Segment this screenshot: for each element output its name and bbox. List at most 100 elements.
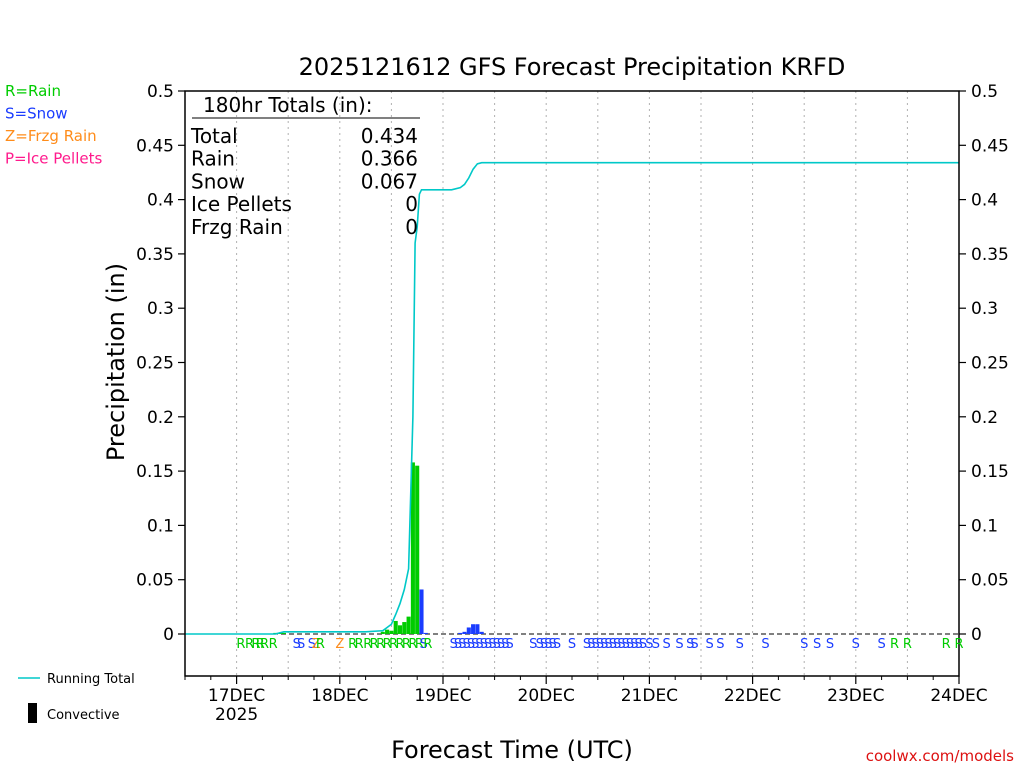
ptype-marker-snow: S [536, 637, 544, 652]
ptype-marker-snow: S [553, 637, 561, 652]
ptype-marker-snow: S [716, 637, 724, 652]
y-tick-label-left: 0.3 [147, 299, 174, 319]
x-tick-sublabel: 2025 [215, 705, 258, 725]
ptype-marker-snow: S [596, 637, 604, 652]
plot-frame [184, 90, 960, 677]
ptype-marker-rain: R [355, 637, 364, 652]
ptype-marker-rain: R [376, 637, 385, 652]
y-tick-label-left: 0.4 [147, 191, 174, 211]
ptype-marker-snow: S [826, 637, 834, 652]
ptype-marker-snow: S [639, 637, 647, 652]
ptype-marker-snow: S [475, 637, 483, 652]
ptype-marker-snow: S [645, 637, 653, 652]
totals-row-value: 0.366 [361, 147, 418, 171]
ptype-marker-rain: R [389, 637, 398, 652]
credit-text: coolwx.com/models [866, 747, 1014, 765]
precip-bar-snow [471, 624, 476, 634]
ptype-marker-snow: S [463, 637, 471, 652]
ptype-marker-snow: S [609, 637, 617, 652]
ptype-marker-snow: S [626, 637, 634, 652]
x-axis-label: Forecast Time (UTC) [391, 736, 633, 764]
ptype-marker-snow: S [635, 637, 643, 652]
totals-rows: Total 0.434 Rain 0.366 Snow 0.067 Ice Pellets 0… [190, 124, 418, 239]
running-total-legend-label: Running Total [47, 672, 135, 687]
ptype-marker-snow: S [800, 637, 808, 652]
grid-lines [184, 91, 959, 676]
running-total-layer [185, 161, 959, 635]
ptype-marker-rain: R [370, 637, 379, 652]
y-tick-label-left: 0.45 [136, 136, 174, 156]
ptype-marker-snow: S [484, 637, 492, 652]
x-tick-label: 24DEC [930, 686, 987, 706]
ptype-marker-rain: R [395, 637, 404, 652]
totals-row-label: Rain [191, 147, 235, 171]
x-tick-label: 19DEC [414, 686, 471, 706]
ptype-marker-snow: S [480, 637, 488, 652]
precip-bar-rain [402, 622, 407, 634]
y-tick-label-right: 0 [971, 625, 982, 645]
precip-bar-rain [397, 625, 403, 634]
ptype-marker-snow: S [420, 637, 428, 652]
y-tick-label-right: 0.2 [971, 408, 998, 428]
precip-bar-snow [462, 631, 467, 634]
ptype-marker-snow: S [458, 637, 466, 652]
x-tick-label: 18DEC [311, 686, 368, 706]
ptype-marker-rain: R [269, 637, 278, 652]
ptype-marker-rain: R [415, 637, 424, 652]
totals-row-label: Frzg Rain [191, 215, 283, 239]
ptype-marker-snow: S [630, 637, 638, 652]
ptype-marker-snow: S [852, 637, 860, 652]
ptype-marker-snow: S [613, 637, 621, 652]
ptype-marker-snow: S [568, 637, 576, 652]
ptype-legend-item: P=Ice Pellets [5, 150, 102, 168]
ptype-legend-item: Z=Frzg Rain [5, 127, 97, 145]
y-tick-label-right: 0.15 [971, 462, 1009, 482]
ptype-marker-snow: S [506, 637, 514, 652]
ptype-marker-snow: S [652, 637, 660, 652]
ptype-marker-rain: R [251, 637, 260, 652]
ptype-marker-snow: S [686, 637, 694, 652]
ptype-marker-snow: S [675, 637, 683, 652]
precip-bar-rain [281, 632, 286, 634]
ptype-marker-rain: R [236, 637, 245, 652]
totals-box: 180hr Totals (in): Total 0.434 Rain 0.366 Sn… [190, 93, 420, 239]
ptype-marker-snow: S [488, 637, 496, 652]
ptype-marker-snow: S [549, 637, 557, 652]
y-tick-label-right: 0.1 [971, 516, 998, 536]
x-tick-label: 22DEC [724, 686, 781, 706]
ptype-marker-snow: S [736, 637, 744, 652]
precip-bar-snow [458, 632, 463, 634]
ptype-marker-snow: S [540, 637, 548, 652]
precip-bar-rain [415, 465, 420, 634]
ptype-legend: R=Rain S=Snow Z=Frzg Rain P=Ice Pellets [5, 82, 102, 168]
precip-bar-snow [419, 589, 424, 634]
ptype-marker-rain: R [954, 637, 963, 652]
ptype-marker-snow: S [544, 637, 552, 652]
ptype-marker-snow: S [705, 637, 713, 652]
totals-row-value: 0 [405, 215, 418, 239]
ptype-marker-snow: S [467, 637, 475, 652]
totals-row-value: 0.434 [361, 124, 418, 148]
ptype-marker-snow: S [297, 637, 305, 652]
ptype-marker-snow: S [662, 637, 670, 652]
ptype-marker-snow: S [583, 637, 591, 652]
ptype-marker-rain: R [316, 637, 325, 652]
y-tick-label-left: 0.35 [136, 245, 174, 265]
ptype-marker-snow: S [501, 637, 509, 652]
y-axis-label: Precipitation (in) [102, 263, 130, 461]
y-tick-label-left: 0.25 [136, 354, 174, 374]
y-tick-label-left: 0.5 [147, 82, 174, 102]
y-tick-label-left: 0.15 [136, 462, 174, 482]
totals-row-label: Ice Pellets [191, 192, 292, 216]
precip-bar-snow [475, 624, 480, 634]
precip-bar-snow [479, 631, 484, 634]
convective-legend-label: Convective [47, 708, 120, 723]
x-tick-label: 17DEC [208, 686, 265, 706]
ptype-marker-rain: R [245, 637, 254, 652]
totals-heading: 180hr Totals (in): [203, 93, 373, 117]
y-tick-label-right: 0.45 [971, 136, 1009, 156]
ptype-marker-snow: S [497, 637, 505, 652]
y-tick-label-right: 0.05 [971, 571, 1009, 591]
